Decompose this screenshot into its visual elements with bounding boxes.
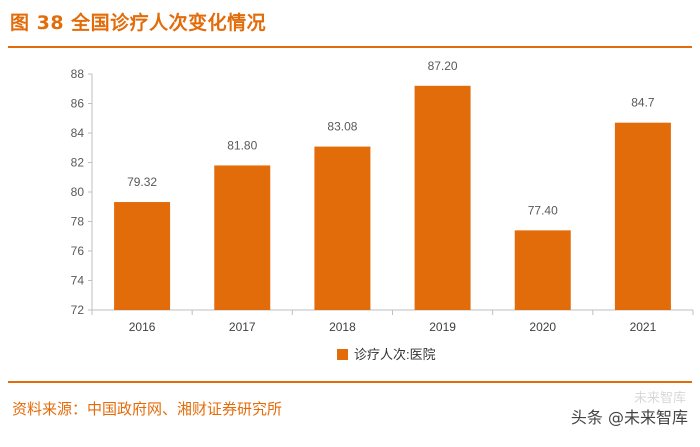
bar-2021 (614, 122, 671, 310)
legend[interactable]: 诊疗人次:医院 (337, 347, 436, 362)
bar-2016 (114, 202, 171, 310)
data-label: 87.20 (428, 59, 458, 73)
bar-series: 79.32 81.80 83.08 87.20 77.40 84.7 (114, 59, 671, 310)
data-label: 83.08 (327, 120, 357, 134)
x-axis: 2016 2017 2018 2019 2020 2021 (91, 309, 694, 334)
bar-2018 (314, 146, 371, 310)
source-note: 资料来源：中国政府网、湘财证券研究所 (12, 400, 283, 418)
bottom-rule (8, 381, 692, 383)
y-tick-label: 74 (71, 274, 85, 288)
y-tick-label: 72 (71, 303, 85, 317)
y-tick-label: 86 (71, 97, 85, 111)
watermark: 头条 @未来智库 (570, 408, 688, 427)
y-tick-label: 84 (71, 126, 85, 140)
y-tick-label: 76 (71, 244, 85, 258)
watermark-faint: 未来智库 (633, 391, 686, 406)
x-tick-label: 2017 (229, 320, 256, 334)
y-tick-label: 88 (71, 67, 85, 81)
data-label: 77.40 (528, 203, 558, 217)
bar-2019 (414, 85, 471, 310)
data-label: 81.80 (227, 138, 257, 152)
y-tick-label: 78 (71, 215, 85, 229)
y-axis: 72 74 76 78 80 82 84 86 88 (71, 67, 93, 317)
top-rule (8, 46, 692, 48)
x-tick-label: 2019 (429, 320, 456, 334)
data-label: 79.32 (127, 175, 157, 189)
x-tick-label: 2018 (329, 320, 356, 334)
legend-swatch (337, 349, 348, 360)
bar-2020 (514, 230, 571, 310)
x-tick-label: 2016 (129, 320, 156, 334)
y-tick-label: 80 (71, 185, 85, 199)
y-tick-label: 82 (71, 156, 85, 170)
data-label: 84.7 (631, 96, 655, 110)
figure-title: 图 38 全国诊疗人次变化情况 (10, 12, 267, 34)
x-tick-label: 2021 (630, 320, 657, 334)
bar-2017 (214, 165, 271, 310)
x-tick-label: 2020 (529, 320, 556, 334)
legend-label: 诊疗人次:医院 (354, 347, 436, 362)
